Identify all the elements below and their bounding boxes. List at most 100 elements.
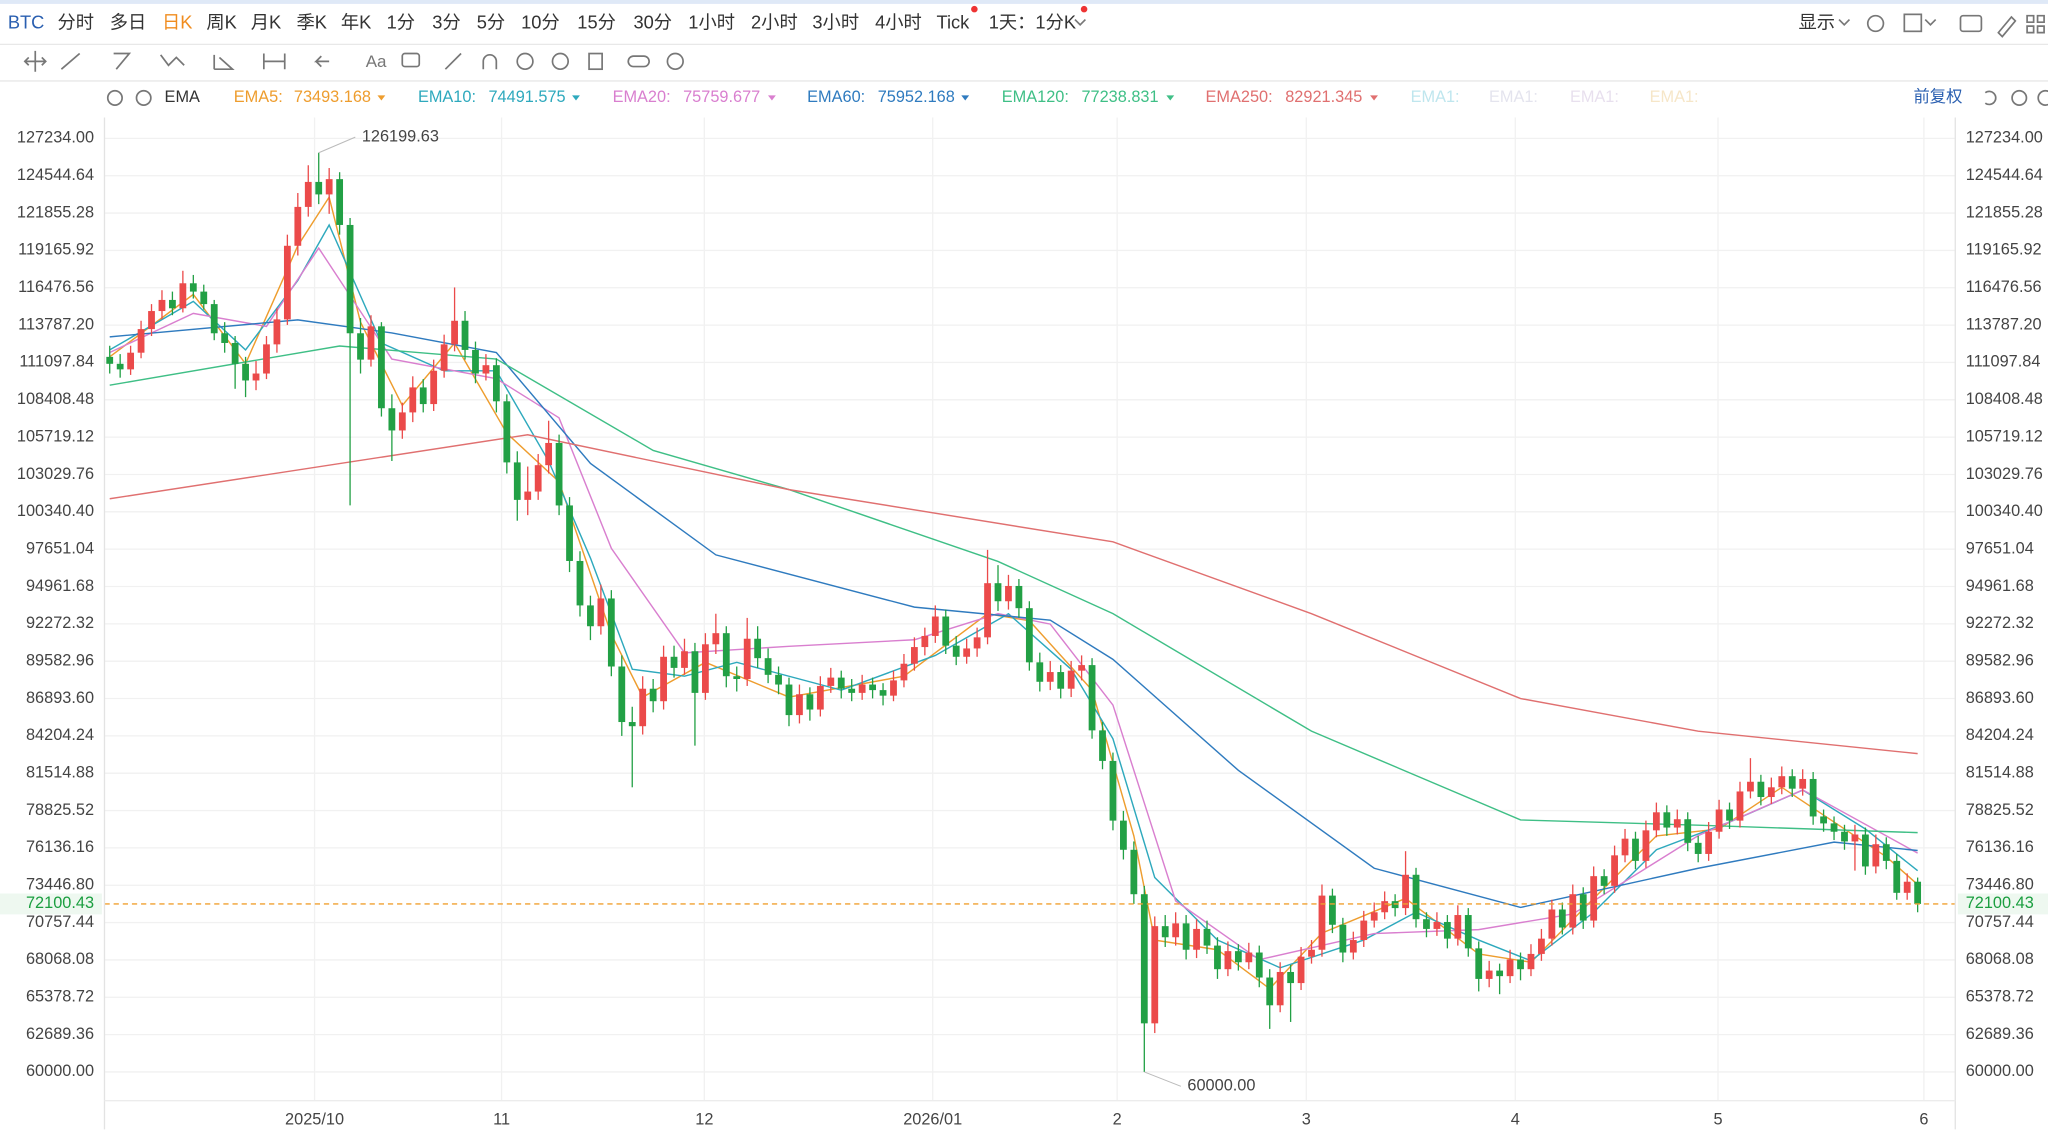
legend-inactive[interactable]: EMA1:: [1650, 88, 1699, 106]
delete-tool[interactable]: [588, 52, 603, 71]
legend-label[interactable]: EMA60:: [807, 88, 865, 106]
candle-body: [837, 677, 845, 689]
period-tab[interactable]: Tick: [936, 11, 970, 32]
legend-label[interactable]: EMA250:: [1206, 88, 1273, 106]
x-tick-label: 5: [1714, 1111, 1723, 1129]
adjust-mode[interactable]: 前复权: [1913, 88, 1962, 106]
period-tab[interactable]: 5分: [477, 11, 505, 32]
legend-dropdown[interactable]: [572, 95, 580, 101]
zoom-in-icon[interactable]: [2037, 89, 2048, 106]
wave-tool[interactable]: [159, 54, 185, 67]
candle-body: [419, 387, 427, 405]
candle-body: [315, 181, 323, 195]
legend-label[interactable]: EMA10:: [418, 88, 476, 106]
candle-body: [1579, 894, 1587, 921]
period-tab[interactable]: 2小时: [751, 11, 798, 32]
candle-body: [681, 651, 688, 668]
period-tab[interactable]: 3分: [432, 11, 460, 32]
y2-tick-label: 121855.28: [1966, 203, 2043, 221]
period-tab[interactable]: 1小时: [688, 11, 735, 32]
candle-body: [576, 560, 584, 606]
y2-tick-label: 103029.76: [1966, 465, 2043, 483]
period-tab[interactable]: 多日: [110, 11, 147, 32]
last-price-label: 72100.43: [1966, 894, 2034, 912]
dropdown-icon[interactable]: [1838, 18, 1851, 27]
undo-tool[interactable]: [314, 55, 330, 68]
legend-label[interactable]: EMA120:: [1002, 88, 1069, 106]
candle-body: [325, 179, 333, 195]
candle-body: [1203, 928, 1211, 946]
zoom-out-icon[interactable]: [2011, 89, 2028, 106]
reset-icon[interactable]: [1984, 90, 1997, 106]
candle-body: [911, 647, 918, 664]
x-tick-label: 2026/01: [903, 1111, 962, 1129]
period-bar: 分时 多日 日K 周K 月K 季K 年K 1分 3分 5分 10分 15分 30分 1小时 2小时 3小时 4小…: [57, 11, 1076, 32]
legend-dropdown[interactable]: [377, 95, 386, 101]
candle-body: [806, 694, 814, 710]
legend-dropdown[interactable]: [1166, 95, 1175, 101]
display-menu[interactable]: 显示: [1799, 11, 1836, 32]
screenshot-icon[interactable]: [1959, 14, 1983, 33]
candle-body: [1527, 953, 1535, 970]
indicator-settings[interactable]: [106, 89, 123, 106]
hide-tool[interactable]: [551, 52, 570, 71]
period-tab[interactable]: 周K: [206, 11, 236, 32]
y2-tick-label: 94961.68: [1966, 577, 2034, 595]
period-tab[interactable]: 1天：1分K: [989, 11, 1076, 32]
indicator-close[interactable]: [135, 89, 152, 106]
candle-body: [409, 387, 417, 413]
period-tab[interactable]: 日K: [162, 11, 192, 32]
draw-icon[interactable]: [1997, 15, 2017, 38]
ema-line: [109, 246, 1918, 961]
dropdown-icon[interactable]: [1924, 18, 1937, 27]
line-tool[interactable]: [60, 52, 81, 70]
tool-settings[interactable]: [666, 52, 684, 71]
candle-body: [722, 633, 730, 677]
grid-icon[interactable]: [2026, 14, 2045, 34]
period-tab[interactable]: 月K: [251, 11, 281, 32]
legend-label[interactable]: EMA20:: [613, 88, 671, 106]
toggle-tool[interactable]: [627, 55, 650, 68]
legend-dropdown[interactable]: [1370, 95, 1378, 101]
period-tab[interactable]: 10分: [521, 11, 560, 32]
range-tool[interactable]: [262, 53, 286, 70]
ray-tool[interactable]: [113, 52, 132, 70]
legend-inactive[interactable]: EMA1:: [1489, 88, 1538, 106]
candle-body: [106, 356, 114, 364]
magnet-tool[interactable]: [482, 53, 498, 70]
candle-body: [336, 179, 344, 225]
dropdown-icon[interactable]: [1074, 18, 1086, 27]
period-tab[interactable]: 4小时: [875, 11, 922, 32]
candle-body: [1349, 940, 1357, 953]
fib-tool[interactable]: [213, 54, 235, 71]
candle-body: [430, 370, 438, 405]
indicator-name[interactable]: EMA: [165, 88, 200, 106]
settings-icon[interactable]: [1866, 14, 1885, 33]
layout-icon[interactable]: [1903, 13, 1923, 33]
lock-tool[interactable]: [516, 52, 534, 71]
candle-body: [1538, 938, 1545, 954]
text-tool[interactable]: Aa: [366, 52, 387, 71]
note-tool[interactable]: [401, 52, 421, 68]
candle-body: [1684, 819, 1692, 843]
pencil-tool[interactable]: [444, 52, 462, 70]
candle-body: [848, 688, 856, 693]
period-tab[interactable]: 1分: [387, 11, 415, 32]
candle-body: [1590, 876, 1598, 921]
legend-dropdown[interactable]: [961, 95, 970, 101]
period-tab[interactable]: 分时: [57, 11, 94, 32]
legend-dropdown[interactable]: [768, 95, 776, 101]
y2-tick-label: 73446.80: [1966, 876, 2034, 894]
legend-inactive[interactable]: EMA1:: [1411, 88, 1460, 106]
legend-label[interactable]: EMA5:: [234, 88, 283, 106]
period-tab[interactable]: 3小时: [812, 11, 859, 32]
candle-body: [273, 319, 281, 345]
legend-inactive[interactable]: EMA1:: [1570, 88, 1619, 106]
period-tab[interactable]: 年K: [341, 11, 371, 32]
period-tab[interactable]: 季K: [296, 11, 326, 32]
period-tab[interactable]: 15分: [577, 11, 616, 32]
period-tab[interactable]: 30分: [633, 11, 672, 32]
move-tool[interactable]: [23, 50, 47, 72]
y-tick-label: 68068.08: [26, 950, 94, 968]
symbol[interactable]: BTC: [8, 11, 45, 32]
